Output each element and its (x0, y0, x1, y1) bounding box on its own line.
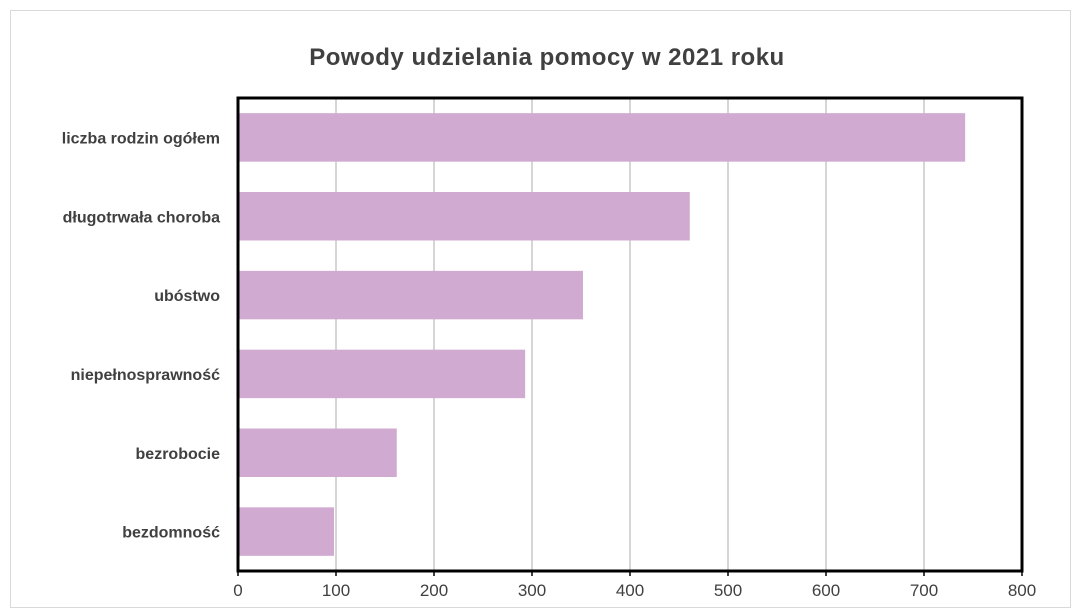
x-tick-label: 400 (616, 581, 644, 600)
bar (238, 113, 966, 162)
x-tick-label: 300 (518, 581, 546, 600)
x-tick-label: 500 (714, 581, 742, 600)
bar (238, 349, 526, 399)
x-tick-label: 800 (1008, 581, 1036, 600)
x-tick-label: 200 (420, 581, 448, 600)
category-label: niepełnosprawność (71, 367, 220, 384)
bar (238, 270, 583, 320)
category-labels: liczba rodzin ogółem długotrwała choroba u… (62, 130, 220, 541)
category-label: długotrwała choroba (63, 209, 220, 226)
bar (238, 428, 397, 477)
x-tick-label: 700 (910, 581, 938, 600)
category-label: liczba rodzin ogółem (62, 130, 220, 147)
x-tick-label: 600 (812, 581, 840, 600)
bars (238, 113, 966, 556)
category-label: bezdomność (122, 525, 220, 542)
category-label: bezrobocie (136, 446, 221, 463)
bar (238, 192, 690, 241)
bar (238, 507, 335, 556)
x-tick-labels: 0 100 200 300 400 500 600 700 800 (233, 581, 1036, 600)
plot-border (236, 96, 1024, 576)
x-tick-label: 0 (233, 581, 242, 600)
gridlines (335, 98, 925, 571)
category-label: ubóstwo (154, 288, 220, 305)
x-tick-label: 100 (322, 581, 350, 600)
chart-title: Powody udzielania pomocy w 2021 roku (309, 44, 785, 71)
